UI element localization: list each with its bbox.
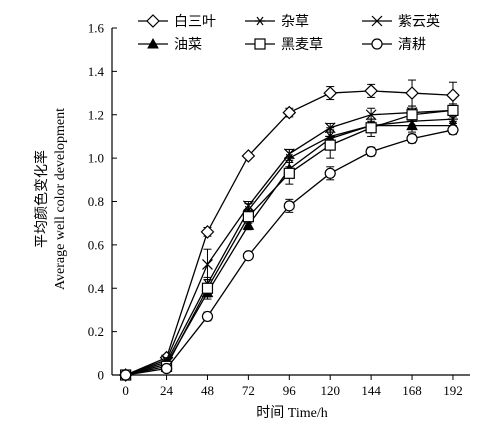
y-tick-labels: 0 0.2 0.4 0.6 0.8 1.0 1.2 1.4 1.6 — [88, 21, 105, 383]
x-tick-labels: 0 24 48 72 96 120 144 168 192 — [122, 383, 462, 398]
x-tick-label: 48 — [201, 383, 214, 398]
data-point — [242, 200, 254, 212]
legend-label: 黑麦草 — [281, 37, 323, 53]
data-point — [365, 122, 377, 134]
data-point — [241, 149, 256, 163]
legend-item: 油菜 — [138, 37, 202, 53]
legend-label: 杂草 — [281, 14, 309, 30]
x-tick-label: 96 — [283, 383, 297, 398]
y-tick-label: 0.2 — [88, 324, 104, 339]
data-point — [202, 258, 213, 270]
legend-label: 白三叶 — [174, 14, 216, 30]
y-tick-label: 1.6 — [88, 21, 105, 36]
data-point — [405, 86, 419, 100]
legend-marker — [146, 14, 160, 28]
legend-item: 紫云英 — [362, 13, 440, 30]
y-tick-label: 0.6 — [88, 237, 105, 252]
legend-item: 杂草 — [245, 14, 309, 30]
data-point — [365, 109, 377, 121]
data-point — [201, 282, 214, 294]
series-3 — [120, 103, 459, 381]
data-point — [406, 133, 418, 145]
x-tick-label: 168 — [402, 383, 422, 398]
data-point — [324, 167, 336, 179]
y-tick-label: 0.4 — [88, 281, 105, 296]
legend-label: 清耕 — [398, 36, 426, 53]
legend-label: 油菜 — [174, 37, 202, 53]
data-point — [242, 250, 254, 262]
x-tick-label: 192 — [443, 383, 463, 398]
x-tick-label: 120 — [320, 383, 340, 398]
data-point — [447, 104, 459, 117]
x-axis-title: 时间 Time/h — [256, 405, 327, 421]
legend-item: 清耕 — [362, 36, 426, 53]
data-point — [201, 310, 214, 323]
series-6 — [120, 124, 459, 381]
legend-item: 白三叶 — [138, 14, 216, 30]
legend-label: 紫云英 — [398, 13, 440, 30]
y-axis-title-chinese: 平均颜色变化率 — [33, 150, 50, 248]
data-point — [364, 84, 378, 98]
y-tick-label: 0 — [98, 368, 105, 383]
data-point — [160, 362, 173, 375]
y-axis-title-english: Average well color development — [53, 108, 68, 290]
legend-item: 黑麦草 — [245, 37, 323, 53]
data-point — [200, 225, 215, 239]
data-point — [324, 139, 336, 151]
data-point — [242, 211, 254, 223]
x-tick-label: 24 — [160, 383, 174, 398]
series-group — [118, 79, 460, 382]
data-point — [406, 109, 418, 121]
data-point — [365, 146, 377, 158]
legend-marker — [371, 15, 383, 27]
legend-marker — [371, 38, 383, 50]
y-tick-label: 1.4 — [88, 64, 105, 79]
data-point — [242, 219, 255, 230]
data-point — [447, 124, 459, 136]
data-point — [406, 119, 418, 131]
data-point — [282, 105, 297, 120]
legend-marker — [255, 16, 265, 26]
x-tick-label: 72 — [242, 383, 255, 398]
series-5 — [120, 104, 459, 381]
legend-marker — [147, 37, 159, 49]
data-point — [283, 167, 295, 179]
y-tick-label: 1.0 — [88, 151, 104, 166]
y-tick-label: 0.8 — [88, 194, 104, 209]
data-point — [283, 200, 295, 212]
data-point — [323, 86, 338, 100]
data-point — [283, 148, 295, 160]
y-tick-label: 1.2 — [88, 107, 104, 122]
data-point — [120, 369, 132, 381]
x-tick-label: 0 — [122, 383, 129, 398]
data-point — [446, 88, 460, 103]
legend-marker — [254, 38, 266, 50]
data-point — [324, 122, 336, 134]
x-tick-label: 144 — [361, 383, 381, 398]
series-line — [125, 90, 453, 376]
